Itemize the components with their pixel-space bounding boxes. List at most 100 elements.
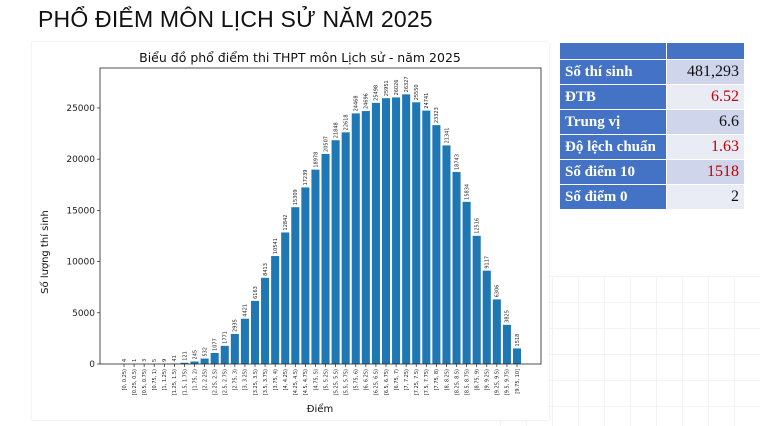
x-tick-label: [3.25, 3.5) bbox=[253, 369, 259, 395]
bar bbox=[462, 201, 471, 364]
bar-data-label: 20507 bbox=[323, 136, 329, 152]
y-tick-label: 5000 bbox=[72, 309, 95, 319]
stat-value: 6.6 bbox=[666, 109, 745, 135]
bar bbox=[220, 345, 229, 364]
x-tick-label: [6.75, 7) bbox=[394, 369, 400, 390]
bar bbox=[291, 207, 300, 364]
bar bbox=[210, 352, 219, 364]
bar bbox=[371, 102, 380, 365]
bar-data-label: 9 bbox=[162, 359, 168, 362]
x-tick-label: [9, 9.25) bbox=[485, 369, 491, 390]
bar-data-label: 3 bbox=[142, 359, 148, 362]
x-tick-label: [5.5, 5.75) bbox=[343, 369, 349, 395]
bar-data-label: 8413 bbox=[263, 263, 269, 276]
bar-data-label: 21341 bbox=[444, 128, 450, 144]
x-tick-label: [7, 7.25) bbox=[404, 369, 410, 390]
stats-table: Số thí sinh 481,293 ĐTB 6.52 Trung vị 6.6 Đ… bbox=[559, 42, 745, 210]
x-tick-label: [6, 6.25) bbox=[364, 369, 370, 390]
x-tick-label: [3, 3.25) bbox=[243, 369, 249, 390]
x-tick-label: [7.5, 7.75) bbox=[424, 369, 430, 395]
x-tick-label: [1.25, 1.5) bbox=[172, 369, 178, 395]
bar-data-label: 25498 bbox=[374, 85, 380, 101]
stat-value: 1518 bbox=[666, 159, 745, 185]
bar bbox=[392, 97, 401, 364]
plot-frame bbox=[99, 67, 542, 365]
x-tick-label: [3.75, 4) bbox=[273, 369, 279, 390]
stats-row: Số thí sinh 481,293 bbox=[559, 59, 745, 85]
chart-card: Biểu đồ phổ điểm thi THPT môn Lịch sử - … bbox=[32, 42, 549, 420]
bar bbox=[250, 300, 260, 364]
stat-value: 1.63 bbox=[666, 134, 745, 160]
bar bbox=[281, 232, 290, 364]
x-tick-label: [2.5, 2.75) bbox=[223, 369, 229, 395]
x-tick-label: [5, 5.25) bbox=[323, 369, 329, 390]
bar-data-label: 18978 bbox=[313, 152, 319, 168]
stats-row: ĐTB 6.52 bbox=[559, 84, 745, 110]
bar-data-label: 26327 bbox=[404, 76, 410, 92]
bar-data-label: 6306 bbox=[495, 285, 501, 298]
bar bbox=[482, 270, 491, 364]
stat-label: Số điểm 10 bbox=[559, 159, 667, 185]
bar bbox=[512, 348, 522, 364]
bar-data-label: 2935 bbox=[233, 319, 239, 332]
x-tick-label: [2, 2.25) bbox=[202, 369, 208, 390]
x-tick-label: [0, 0.25) bbox=[122, 369, 128, 390]
x-tick-label: [2.25, 2.5) bbox=[212, 369, 218, 395]
x-tick-label: [0.5, 0.75) bbox=[142, 369, 148, 395]
bar-data-label: 532 bbox=[202, 347, 208, 357]
bar-data-label: 6163 bbox=[253, 286, 259, 299]
bar-data-label: 23323 bbox=[434, 107, 440, 123]
stat-label: Độ lệch chuẩn bbox=[559, 134, 667, 160]
bar-data-label: 24468 bbox=[354, 95, 360, 111]
bar-data-label: 22618 bbox=[343, 114, 349, 130]
x-tick-label: [9.75, 10] bbox=[515, 369, 521, 394]
bar bbox=[230, 333, 239, 364]
bar-data-label: 24741 bbox=[424, 93, 430, 109]
bar bbox=[240, 318, 249, 364]
y-axis-label: Số lượng thí sinh bbox=[39, 210, 51, 294]
stat-value: 6.52 bbox=[666, 84, 745, 110]
bar bbox=[412, 102, 421, 365]
bar bbox=[341, 132, 350, 364]
bar bbox=[402, 94, 411, 365]
stat-label: ĐTB bbox=[559, 84, 667, 110]
stat-label: Số điểm 0 bbox=[559, 184, 667, 210]
x-tick-label: [8.5, 8.75) bbox=[464, 369, 470, 395]
x-tick-label: [9.5, 9.75) bbox=[505, 369, 511, 395]
x-tick-label: [6.25, 6.5) bbox=[374, 369, 380, 395]
x-tick-label: [4.75, 5) bbox=[313, 369, 319, 390]
bar-data-label: 5 bbox=[152, 359, 158, 362]
bar-data-label: 1518 bbox=[515, 334, 521, 347]
bar-data-label: 26026 bbox=[394, 80, 400, 96]
y-tick-label: 15000 bbox=[66, 206, 95, 216]
chart-title: Biểu đồ phổ điểm thi THPT môn Lịch sử - … bbox=[139, 50, 461, 65]
x-tick-label: [1.75, 2) bbox=[192, 369, 198, 390]
bar bbox=[361, 111, 370, 364]
header-cell bbox=[559, 42, 667, 60]
bar bbox=[432, 125, 441, 365]
stats-header-row bbox=[559, 42, 745, 60]
bar-data-label: 15309 bbox=[293, 189, 299, 205]
bar-data-label: 1 bbox=[132, 359, 138, 362]
bar-data-label: 4421 bbox=[243, 304, 249, 317]
bar bbox=[502, 324, 511, 364]
bar-data-label: 1771 bbox=[223, 331, 229, 344]
bar bbox=[301, 187, 310, 364]
bar-data-label: 3825 bbox=[505, 310, 511, 323]
x-tick-label: [4.25, 4.5) bbox=[293, 369, 299, 395]
bar-data-label: 25550 bbox=[414, 84, 420, 100]
x-tick-label: [1, 1.25) bbox=[162, 369, 168, 390]
bar bbox=[442, 145, 451, 364]
bar-data-label: 12516 bbox=[474, 218, 480, 234]
y-tick-label: 0 bbox=[89, 360, 95, 370]
y-tick-label: 25000 bbox=[66, 104, 95, 114]
bar bbox=[351, 113, 360, 364]
bar bbox=[321, 153, 330, 364]
bar bbox=[200, 358, 209, 364]
bar-data-label: 4 bbox=[122, 359, 128, 362]
bar bbox=[271, 256, 280, 364]
x-tick-label: [4, 4.25) bbox=[283, 369, 289, 390]
histogram-chart: Biểu đồ phổ điểm thi THPT môn Lịch sử - … bbox=[39, 50, 542, 415]
stats-row: Độ lệch chuẩn 1.63 bbox=[559, 134, 745, 160]
x-tick-label: [8.75, 9) bbox=[474, 369, 480, 390]
